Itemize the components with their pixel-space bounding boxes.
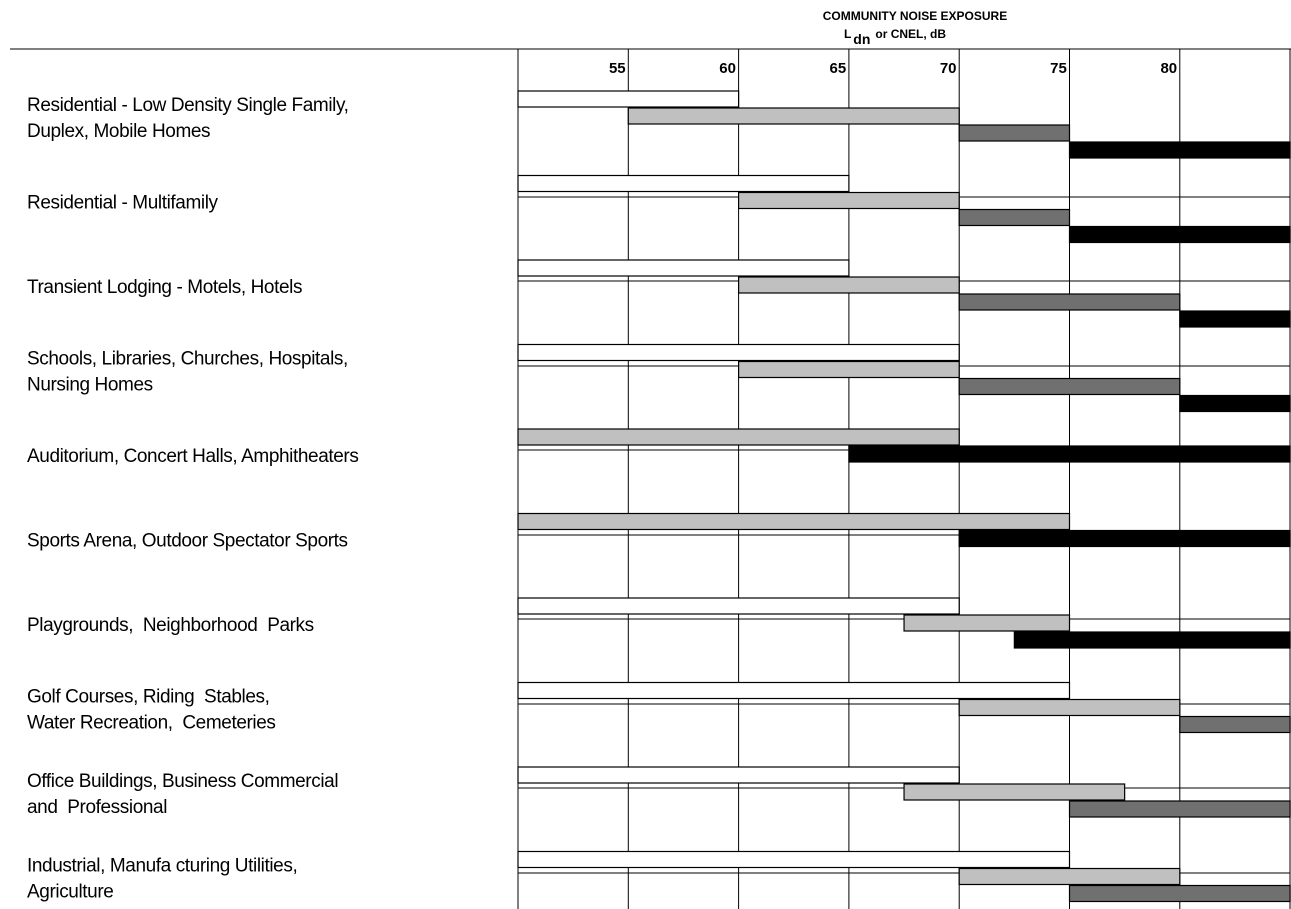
category-labels: Residential - Low Density Single Family,… [27,95,359,903]
bars [517,90,1291,903]
bar-3-level-2 [737,360,960,379]
x-tick-labels: 55 60 65 70 75 80 [609,60,1177,77]
bar-9-level-1 [517,850,1071,869]
bar-1-level-2 [737,191,960,210]
category-label-3-line-0: Schools, Libraries, Churches, Hospitals, [27,349,348,370]
bar-3-level-3 [958,377,1181,396]
category-label-8-line-1: and Professional [27,797,167,818]
category-label-5-line-0: Sports Arena, Outdoor Spectator Sports [27,531,348,552]
bar-2-level-1 [517,259,850,277]
category-label-8-line-0: Office Buildings, Business Commercial [27,771,338,792]
bar-9-level-2 [958,867,1181,886]
subtitle-prefix: L [844,27,851,41]
bar-7-level-1 [517,681,1071,700]
category-label-0-line-0: Residential - Low Density Single Family, [27,95,349,116]
bar-0-level-2 [627,107,960,125]
x-tick-label-75: 75 [1050,60,1067,77]
category-label-6-line-0: Playgrounds, Neighborhood Parks [27,615,314,636]
bar-3-level-4 [1179,394,1291,413]
bar-1-level-3 [958,208,1071,227]
bar-5-level-2 [517,512,1071,531]
bar-0-level-4 [1068,141,1291,159]
bar-2-level-3 [958,293,1181,311]
subtitle-suffix: or CNEL, dB [875,27,946,41]
bar-7-level-2 [958,698,1181,717]
bar-3-level-1 [517,343,960,362]
bar-2-level-2 [737,276,960,294]
x-tick-label-80: 80 [1160,60,1177,77]
category-label-2-line-0: Transient Lodging - Motels, Hotels [27,277,302,298]
category-label-0-line-1: Duplex, Mobile Homes [27,121,210,142]
bar-0-level-3 [958,124,1071,142]
category-label-9-line-0: Industrial, Manufa cturing Utilities, [27,856,297,877]
bar-2-level-4 [1179,310,1291,328]
bar-0-level-1 [517,90,740,108]
category-label-4-line-0: Auditorium, Concert Halls, Amphitheaters [27,446,358,467]
subtitle-subscript: dn [853,31,870,47]
category-label-1-line-0: Residential - Multifamily [27,193,219,214]
bar-6-level-2 [903,614,1071,632]
bar-4-level-4 [848,445,1291,463]
bar-4-level-2 [517,428,960,446]
category-label-3-line-1: Nursing Homes [27,375,153,396]
bar-6-level-4 [1013,631,1291,649]
bar-5-level-4 [958,529,1291,548]
bar-9-level-3 [1068,884,1291,903]
x-tick-label-70: 70 [940,60,957,77]
category-label-7-line-1: Water Recreation, Cemeteries [27,713,276,734]
bar-1-level-1 [517,174,850,193]
x-tick-label-55: 55 [609,60,626,77]
bar-8-level-1 [517,766,960,784]
category-label-9-line-1: Agriculture [27,882,113,903]
category-label-7-line-0: Golf Courses, Riding Stables, [27,687,270,708]
x-tick-label-65: 65 [830,60,847,77]
bar-7-level-3 [1179,715,1291,734]
bar-1-level-4 [1068,225,1291,244]
bar-8-level-3 [1068,800,1291,818]
bar-6-level-1 [517,597,960,615]
chart-title: COMMUNITY NOISE EXPOSURE [823,9,1007,23]
bar-8-level-2 [903,783,1126,801]
x-tick-label-60: 60 [719,60,736,77]
